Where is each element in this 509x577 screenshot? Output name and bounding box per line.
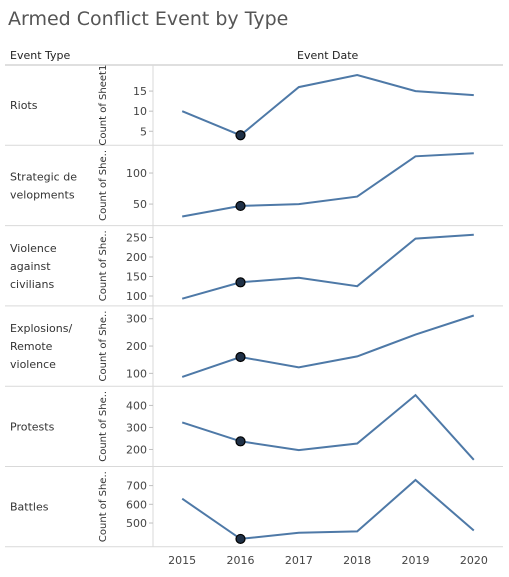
x-tick-label: 2015 (168, 554, 196, 567)
highlighted-point (235, 200, 246, 212)
series-line (181, 393, 475, 461)
y-tick-label: 100 (126, 290, 147, 303)
y-axis-title: Count of She.. (98, 471, 109, 542)
y-tick-label: 250 (126, 231, 147, 244)
highlighted-point (235, 533, 246, 545)
series-line (181, 233, 474, 300)
chart-title: Armed Conflict Event by Type (8, 8, 289, 30)
row-label: Battles (10, 501, 49, 514)
y-tick-label: 50 (133, 198, 147, 211)
y-tick-label: 300 (126, 421, 147, 434)
y-axis-title: Count of She.. (98, 391, 109, 462)
y-tick-label: 200 (126, 340, 147, 353)
series-line (182, 152, 474, 218)
y-tick-label: 100 (126, 367, 147, 380)
highlighted-point (235, 130, 246, 141)
row-label: Protests (10, 420, 55, 433)
y-tick-label: 700 (126, 480, 147, 493)
highlighted-point (235, 436, 246, 447)
row-label: Explosions/ (10, 322, 72, 335)
row-label: Riots (10, 99, 38, 112)
highlighted-point (235, 277, 246, 288)
series-line (181, 314, 475, 378)
row-dimension-header: Event Type (10, 49, 71, 62)
row-label: violence (10, 358, 56, 371)
x-tick-label: 2018 (343, 554, 371, 567)
y-tick-label: 200 (126, 443, 147, 456)
y-tick-label: 600 (126, 498, 147, 511)
y-tick-label: 100 (126, 167, 147, 180)
row-label: Violence (10, 242, 57, 255)
x-tick-label: 2017 (285, 554, 313, 567)
y-tick-label: 10 (133, 105, 147, 118)
y-tick-label: 200 (126, 251, 147, 264)
row-label: against (10, 260, 51, 273)
x-tick-label: 2019 (402, 554, 430, 567)
y-tick-label: 5 (140, 125, 147, 138)
y-axis-title: Count of Sheet1 (98, 65, 109, 146)
x-tick-label: 2020 (460, 554, 488, 567)
row-label: velopments (10, 188, 75, 201)
y-axis-title: Count of She.. (98, 150, 109, 221)
row-label: civilians (10, 278, 54, 291)
y-tick-label: 500 (126, 517, 147, 530)
x-tick-label: 2016 (227, 554, 255, 567)
series-line (181, 478, 475, 540)
y-tick-label: 15 (133, 85, 147, 98)
y-axis-title: Count of She.. (98, 230, 109, 301)
column-dimension-header: Event Date (297, 49, 359, 62)
series-line (181, 73, 474, 137)
y-tick-label: 300 (126, 313, 147, 326)
highlighted-point (235, 351, 246, 363)
y-axis-title: Count of She.. (98, 311, 109, 382)
y-tick-label: 400 (126, 399, 147, 412)
y-tick-label: 150 (126, 270, 147, 283)
row-label: Strategic de (10, 170, 77, 183)
row-label: Remote (10, 340, 53, 353)
